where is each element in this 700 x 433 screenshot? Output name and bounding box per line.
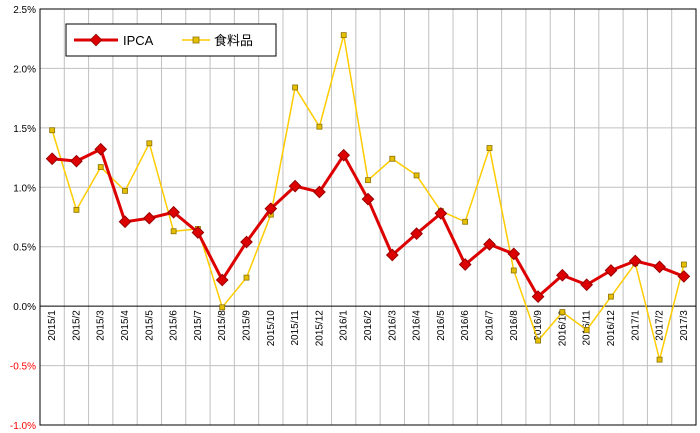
data-point-food: [608, 293, 614, 300]
y-axis: 2.5% 2.0% 1.5% 1.0% 0.5% 0.0% -0.5% -1.0%: [10, 5, 36, 432]
data-point-ipca: [264, 202, 278, 216]
x-tick-label: 2015/5: [144, 310, 155, 341]
data-point-ipca: [167, 205, 180, 219]
data-point-food: [97, 164, 104, 170]
y-tick-label: -0.5%: [10, 362, 36, 373]
x-tick-label: 2016/7: [484, 310, 495, 341]
y-tick-label: 1.5%: [13, 124, 36, 135]
x-axis: 2015/1 2015/2 2015/3 2015/4 2015/5 2015/6 2015…: [47, 310, 690, 347]
plot-frame: [39, 8, 697, 426]
x-tick-label: 2016/3: [387, 310, 398, 341]
data-point-ipca: [653, 260, 666, 274]
series: [45, 32, 691, 363]
data-point-ipca: [483, 237, 496, 251]
x-tick-label: 2015/7: [193, 310, 204, 341]
x-tick-label: 2015/3: [96, 310, 107, 341]
x-tick-label: 2015/2: [71, 310, 82, 341]
data-point-ipca: [94, 142, 108, 156]
data-point-food: [316, 123, 323, 130]
data-point-food: [365, 177, 371, 184]
data-point-ipca: [215, 273, 229, 287]
data-point-food: [340, 32, 347, 39]
data-point-food: [535, 337, 541, 344]
x-tick-label: 2016/4: [412, 310, 423, 341]
x-tick-label: 2016/8: [509, 310, 520, 341]
data-point-ipca: [45, 152, 59, 166]
data-point-food: [413, 172, 420, 179]
data-point-food: [389, 155, 396, 162]
data-point-food: [146, 140, 153, 147]
x-tick-label: 2015/9: [242, 310, 253, 341]
y-tick-label: 2.5%: [13, 5, 36, 16]
x-tick-label: 2017/1: [630, 310, 641, 341]
x-tick-label: 2015/8: [217, 310, 228, 341]
legend: IPCA 食料品: [65, 23, 277, 57]
y-tick-label: 1.0%: [13, 183, 36, 194]
data-point-food: [73, 206, 80, 213]
legend-item-ipca: IPCA: [74, 33, 154, 48]
data-point-ipca: [604, 264, 618, 277]
data-point-ipca: [628, 254, 642, 268]
x-tick-label: 2016/9: [533, 310, 544, 341]
data-point-ipca: [240, 235, 253, 249]
data-point-ipca: [191, 226, 205, 239]
x-tick-label: 2015/10: [266, 310, 277, 347]
legend-label-food: 食料品: [214, 33, 253, 48]
data-point-food: [583, 327, 590, 333]
data-point-ipca: [556, 268, 569, 282]
data-point-ipca: [313, 185, 326, 199]
x-tick-label: 2016/6: [460, 310, 471, 341]
data-point-food: [292, 84, 299, 91]
x-tick-label: 2016/5: [436, 310, 447, 341]
x-tick-label: 2015/11: [290, 310, 301, 346]
data-point-food: [219, 304, 226, 311]
legend-label-ipca: IPCA: [123, 33, 154, 48]
legend-marker-ipca: [89, 33, 103, 47]
data-point-ipca: [337, 148, 351, 162]
data-point-ipca: [434, 207, 448, 220]
x-tick-label: 2016/10: [557, 310, 568, 347]
data-point-ipca: [458, 258, 472, 271]
series-line-ipca: [52, 147, 685, 299]
data-point-ipca: [118, 215, 132, 229]
data-point-food: [462, 218, 469, 225]
y-tick-label: 2.0%: [13, 64, 36, 75]
data-point-ipca: [580, 278, 594, 292]
x-tick-label: 2016/2: [363, 310, 374, 341]
data-point-food: [122, 187, 128, 194]
data-point-food: [680, 261, 687, 268]
data-point-food: [559, 309, 566, 315]
data-point-ipca: [385, 248, 399, 262]
data-point-food: [243, 274, 250, 281]
legend-marker-food: [192, 36, 200, 44]
legend-item-food: 食料品: [182, 33, 253, 48]
x-tick-label: 2017/2: [655, 310, 666, 341]
data-point-ipca: [288, 179, 302, 193]
y-tick-label: 0.0%: [13, 302, 36, 313]
x-tick-label: 2016/12: [606, 310, 617, 347]
data-point-ipca: [142, 211, 156, 225]
data-point-ipca: [531, 290, 545, 303]
data-point-ipca: [70, 154, 83, 168]
x-tick-label: 2015/12: [314, 310, 325, 347]
x-tick-label: 2015/6: [169, 310, 180, 341]
x-tick-label: 2015/4: [120, 310, 131, 341]
data-point-food: [170, 228, 177, 235]
data-point-food: [49, 127, 56, 134]
data-point-food: [510, 267, 517, 274]
x-tick-label: 2017/3: [679, 310, 690, 341]
data-point-food: [486, 145, 493, 151]
data-point-ipca: [677, 270, 691, 283]
x-tick-label: 2016/1: [339, 310, 350, 341]
x-tick-label: 2015/1: [47, 310, 58, 341]
y-tick-label: 0.5%: [13, 243, 36, 254]
data-point-ipca: [361, 192, 375, 206]
data-point-food: [656, 356, 663, 363]
grid: [40, 9, 696, 425]
y-tick-label: -1.0%: [10, 421, 36, 432]
data-point-ipca: [507, 247, 521, 261]
data-point-ipca: [410, 227, 423, 241]
